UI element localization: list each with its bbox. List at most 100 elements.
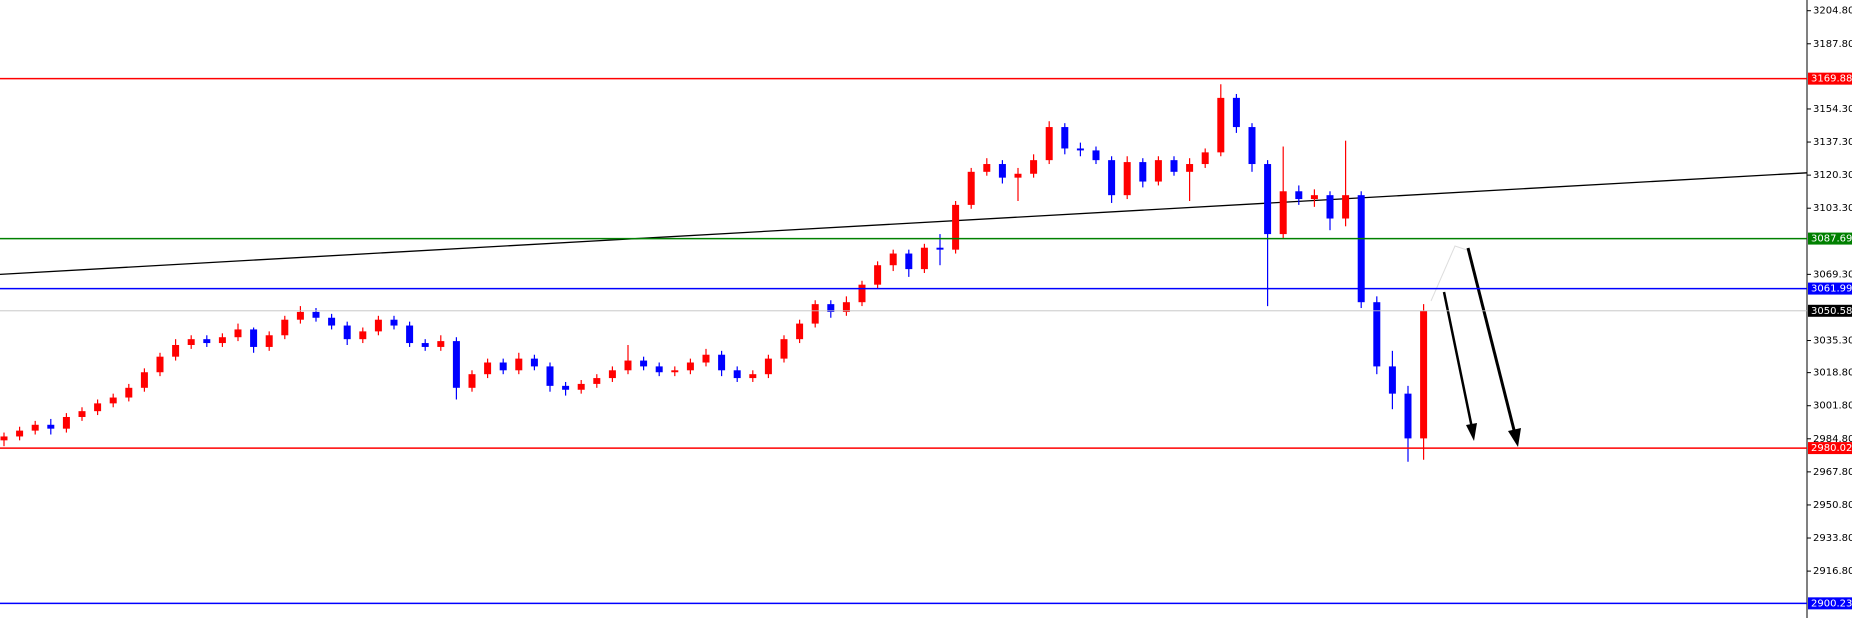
candle-body	[842, 302, 850, 312]
candle-body	[0, 436, 8, 441]
candle-body	[31, 424, 39, 431]
candle-body	[1264, 164, 1272, 235]
candle-body	[296, 311, 304, 320]
candle-body	[47, 424, 55, 429]
candle-body	[1295, 191, 1303, 200]
trend-line	[0, 172, 1808, 276]
candle-body	[218, 337, 226, 344]
candle-body	[312, 311, 320, 318]
candle-body	[640, 360, 648, 367]
candle-body	[686, 362, 694, 371]
y-tick-label: 3069.30	[1813, 269, 1852, 280]
y-tick-label: 3120.30	[1813, 170, 1852, 181]
candle-body	[811, 304, 819, 324]
candle-body	[1139, 162, 1147, 182]
candle-body	[577, 383, 585, 390]
candle-body	[452, 341, 460, 388]
candle-body	[125, 387, 133, 398]
y-tick-label: 3154.30	[1813, 104, 1852, 115]
y-tick-label: 3103.30	[1813, 203, 1852, 214]
candle-body	[593, 378, 601, 384]
y-tick-label: 3035.30	[1813, 336, 1852, 347]
candle-body	[655, 366, 663, 373]
candle-body	[889, 253, 897, 266]
candle-body	[1279, 191, 1287, 235]
candle-body	[1154, 160, 1162, 182]
candle-body	[1045, 127, 1053, 161]
level-label: 3169.88	[1811, 74, 1852, 85]
candle-body	[827, 304, 835, 312]
y-tick-label: 2967.80	[1813, 467, 1852, 478]
candle-body	[998, 164, 1006, 178]
candle-body	[187, 339, 195, 345]
level-label-bg	[1808, 304, 1852, 317]
candle-body	[858, 284, 866, 303]
candle-body	[94, 403, 102, 412]
candle-body	[749, 374, 757, 379]
candle-body	[1108, 160, 1116, 196]
level-label: 3087.69	[1811, 234, 1852, 245]
candle-body	[1342, 195, 1350, 219]
candle-body	[1373, 302, 1381, 367]
candle-body	[780, 339, 788, 359]
candle-body	[967, 171, 975, 205]
level-label-bg	[1808, 282, 1852, 295]
y-tick-label: 3137.30	[1813, 137, 1852, 148]
level-label-bg	[1808, 442, 1852, 455]
level-label-bg	[1808, 72, 1852, 85]
candle-body	[1030, 160, 1038, 174]
arrow-head	[1508, 428, 1521, 447]
candle-body	[983, 164, 991, 172]
candle-body	[343, 325, 351, 340]
y-tick-label: 2950.80	[1813, 500, 1852, 511]
arrow	[1442, 247, 1521, 447]
candle-body	[702, 354, 710, 363]
drawing-line	[1430, 245, 1471, 302]
arrow-shaft	[1442, 291, 1474, 429]
candle-body	[234, 329, 242, 338]
candle-body	[952, 204, 960, 250]
candle-body	[764, 358, 772, 375]
candle-body	[281, 319, 289, 336]
candle-body	[406, 325, 414, 344]
candle-body	[796, 323, 804, 340]
candle-body	[1186, 164, 1194, 172]
candle-body	[608, 370, 616, 379]
level-label: 2900.23	[1811, 598, 1852, 609]
y-tick-label: 3204.80	[1813, 6, 1852, 17]
candle-body	[562, 385, 570, 390]
candle-body	[78, 411, 86, 417]
candle-body	[499, 362, 507, 371]
candle-body	[1217, 97, 1225, 153]
candle-body	[624, 360, 632, 371]
y-tick-label: 2933.80	[1813, 533, 1852, 544]
candle-body	[437, 341, 445, 347]
candle-body	[265, 335, 273, 347]
candle-body	[1014, 173, 1022, 178]
candle-body	[515, 358, 523, 371]
candle-body	[936, 247, 944, 250]
candle-body	[374, 319, 382, 332]
arrow-head	[1466, 423, 1477, 441]
candle-body	[390, 319, 398, 326]
candle-body	[1388, 366, 1396, 394]
y-tick-label: 2916.80	[1813, 566, 1852, 577]
level-label: 2980.02	[1811, 443, 1852, 454]
candle-body	[109, 397, 117, 404]
candle-body	[1326, 195, 1334, 219]
level-label: 3061.99	[1811, 284, 1852, 295]
level-label-bg	[1808, 232, 1852, 245]
y-tick-label: 3018.80	[1813, 368, 1852, 379]
candle-body	[1404, 393, 1412, 439]
candle-body	[484, 362, 492, 375]
candle-body	[468, 374, 476, 388]
y-tick-label: 2984.80	[1813, 434, 1852, 445]
candle-body	[172, 344, 180, 357]
candle-body	[359, 331, 367, 340]
candle-body	[250, 329, 258, 347]
candle-body	[546, 366, 554, 386]
candle-body	[1248, 127, 1256, 165]
candle-body	[733, 370, 741, 379]
candle-body	[1201, 152, 1209, 165]
